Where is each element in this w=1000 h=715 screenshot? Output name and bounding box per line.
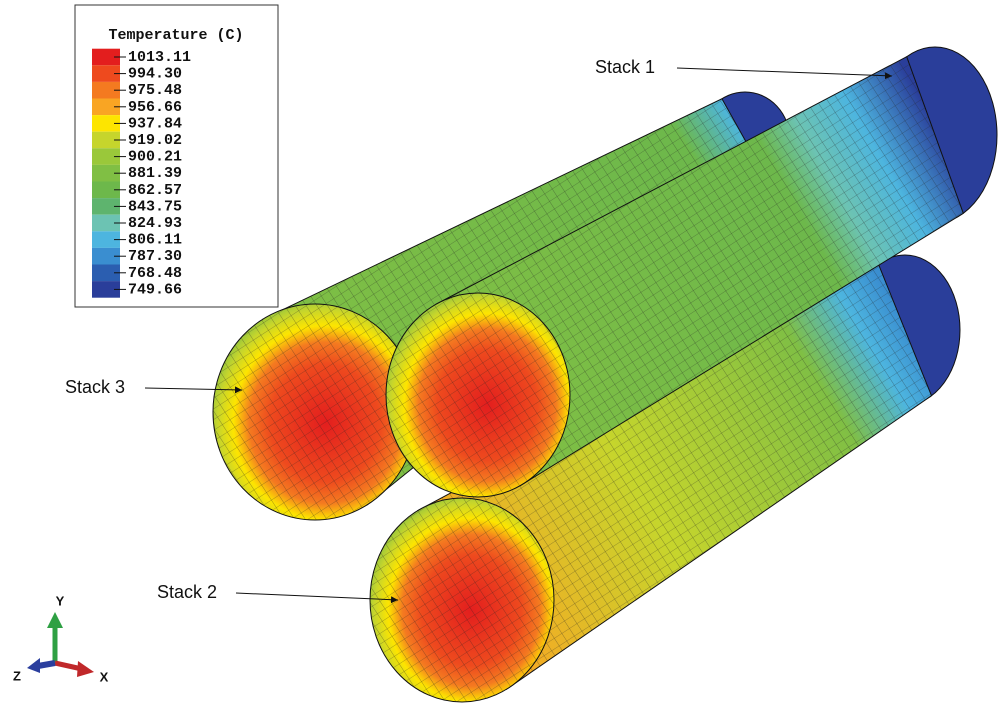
mesh (213, 304, 417, 520)
legend-value: 806.11 (128, 232, 182, 249)
mesh (370, 498, 554, 702)
legend-swatch (92, 214, 120, 232)
legend-swatch (92, 264, 120, 282)
legend-swatch (92, 281, 120, 298)
legend-swatch (92, 131, 120, 149)
legend-swatch (92, 148, 120, 165)
axis-triad: Y X Z (13, 593, 109, 684)
label: Stack 2 (157, 582, 217, 602)
legend-value: 862.57 (128, 182, 182, 199)
leader (676, 67, 893, 80)
legend-swatch (92, 231, 120, 248)
legend-value: 787.30 (128, 248, 182, 265)
axis-label: Z (13, 668, 21, 683)
legend-title: Temperature (C) (108, 27, 243, 44)
leader (235, 592, 399, 604)
legend-value: 881.39 (128, 165, 182, 182)
legend: 1013.11994.30975.48956.66937.84919.02900… (92, 48, 191, 298)
legend-value: 843.75 (128, 198, 182, 215)
legend-value: 975.48 (128, 82, 182, 99)
label: Stack 3 (65, 377, 125, 397)
axis-label: X (100, 669, 109, 684)
legend-swatch (92, 181, 120, 199)
cylinders (212, 46, 998, 703)
legend-swatch (92, 98, 120, 116)
legend-swatch (92, 164, 120, 182)
leader (144, 386, 243, 394)
legend-value: 749.66 (128, 281, 182, 298)
legend-value: 919.02 (128, 132, 182, 149)
legend-value: 937.84 (128, 115, 182, 132)
legend-swatch (92, 198, 120, 215)
legend-swatch (92, 65, 120, 82)
legend-value: 994.30 (128, 66, 182, 83)
label: Stack 1 (595, 57, 655, 77)
axis-label: Y (56, 593, 65, 608)
legend-value: 956.66 (128, 99, 182, 116)
legend-value: 768.48 (128, 265, 182, 282)
legend-value: 824.93 (128, 215, 182, 232)
legend-value: 1013.11 (128, 49, 191, 66)
legend-swatch (92, 81, 120, 99)
legend-swatch (92, 115, 120, 132)
mesh (386, 293, 570, 497)
legend-swatch (92, 48, 120, 66)
legend-swatch (92, 247, 120, 265)
legend-value: 900.21 (128, 149, 182, 166)
